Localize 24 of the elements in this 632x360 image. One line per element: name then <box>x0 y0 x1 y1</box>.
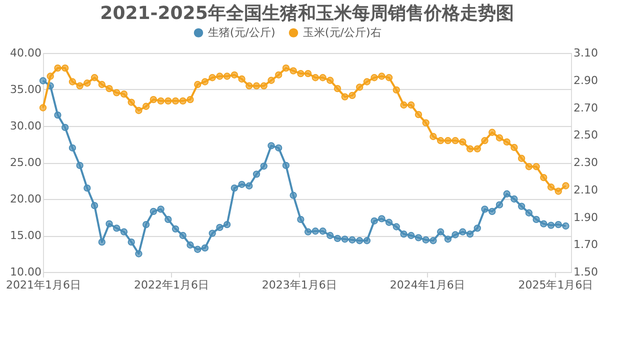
x-tick-label: 2025年1月6日 <box>518 278 594 292</box>
y-tick-label: 35.00 <box>10 83 42 96</box>
y-tick-label: 20.00 <box>10 192 42 206</box>
y-tick-label: 25.00 <box>10 156 42 169</box>
y2-tick-label: 2.50 <box>574 128 598 142</box>
y-tick-label: 15.00 <box>10 229 42 242</box>
x-tick-label: 2024年1月6日 <box>390 278 465 292</box>
y2-tick-label: 1.70 <box>574 238 598 252</box>
x-tick-label: 2021年1月6日 <box>6 278 81 292</box>
y2-tick-label: 2.70 <box>574 101 598 114</box>
x-tick-label: 2023年1月6日 <box>262 278 337 292</box>
legend-label: 生猪(元/公斤) <box>208 26 276 39</box>
y-tick-label: 30.00 <box>10 120 42 132</box>
y-tick-label: 10.00 <box>10 266 42 278</box>
y2-tick-label: 3.10 <box>574 46 598 60</box>
y2-tick-label: 2.90 <box>574 74 598 87</box>
y2-tick-label: 1.90 <box>574 210 598 224</box>
y2-tick-label: 1.50 <box>574 266 598 278</box>
y2-tick-label: 2.10 <box>574 183 598 196</box>
x-tick-label: 2022年1月6日 <box>134 278 209 292</box>
chart-title: 2021-2025年全国生猪和玉米每周销售价格走势图 <box>100 3 514 24</box>
legend-label: 玉米(元/公斤)右 <box>303 26 382 39</box>
y2-tick-label: 2.30 <box>574 156 598 169</box>
y-tick-label: 40.00 <box>10 46 42 60</box>
